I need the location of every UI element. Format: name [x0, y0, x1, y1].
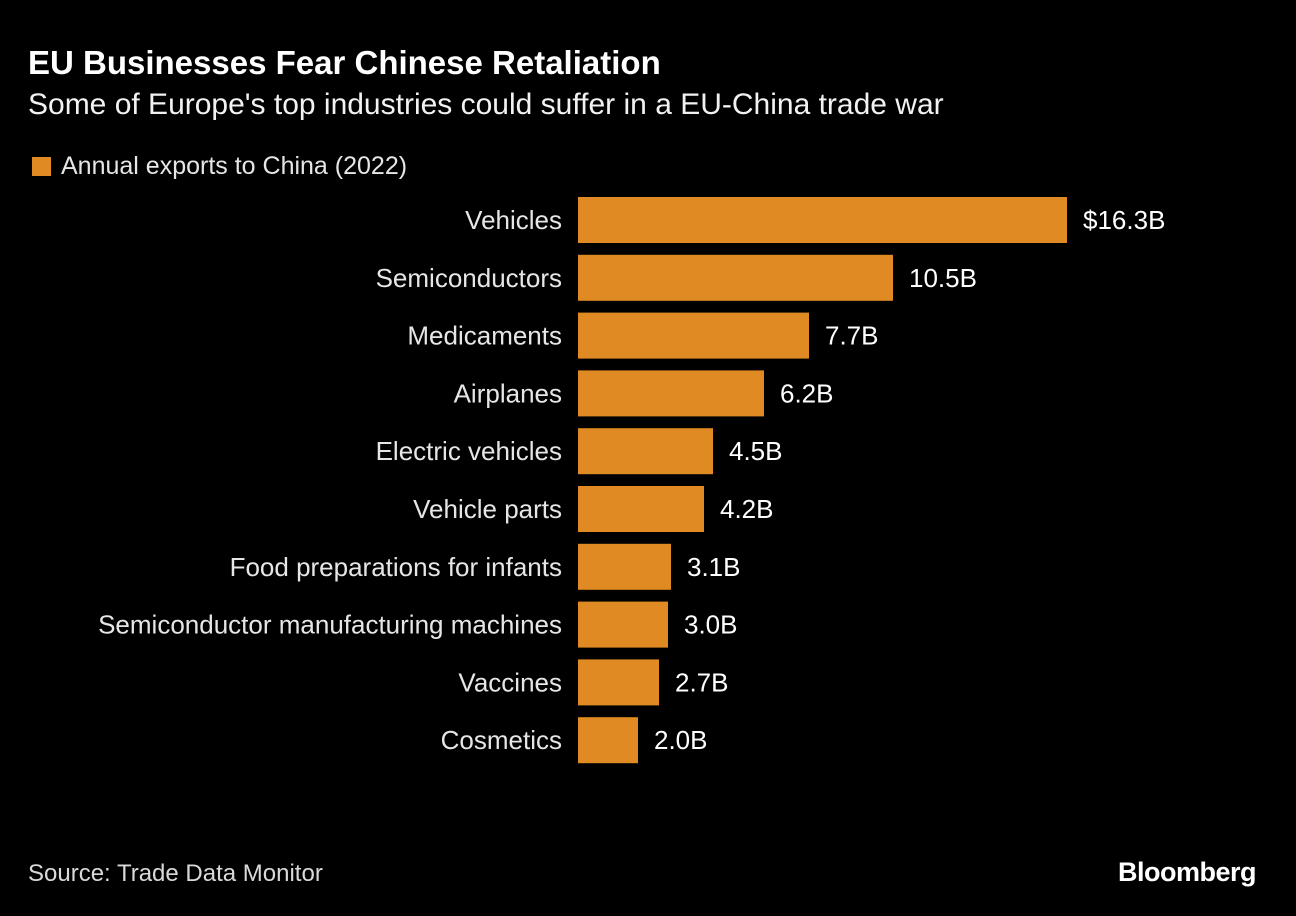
category-label: Airplanes: [454, 378, 562, 408]
value-label: 6.2B: [780, 378, 834, 408]
category-label: Semiconductors: [376, 263, 562, 293]
value-label: 2.7B: [675, 667, 729, 697]
value-label: 10.5B: [909, 263, 977, 293]
bar-7: [578, 601, 668, 648]
bar-6: [578, 543, 671, 590]
category-label: Food preparations for infants: [230, 552, 562, 582]
bar-9: [578, 717, 638, 764]
source-note: Source: Trade Data Monitor: [28, 860, 323, 887]
legend: Annual exports to China (2022): [32, 152, 407, 181]
bloomberg-logo: Bloomberg: [1117, 857, 1257, 887]
value-label: 3.1B: [687, 552, 741, 582]
value-label: 4.5B: [729, 436, 783, 466]
bar-3: [578, 370, 764, 417]
category-label: Cosmetics: [441, 725, 562, 755]
category-label: Medicaments: [407, 321, 562, 351]
category-label: Vaccines: [458, 667, 562, 697]
legend-label: Annual exports to China (2022): [61, 152, 408, 180]
value-label: 7.7B: [825, 321, 879, 351]
bar-2: [578, 312, 809, 359]
category-label: Vehicles: [465, 205, 562, 235]
bar-8: [578, 659, 659, 706]
bar-5: [578, 486, 704, 532]
value-label: $16.3B: [1083, 205, 1165, 235]
bar-4: [578, 428, 713, 475]
category-label: Vehicle parts: [413, 494, 562, 524]
bar-1: [578, 254, 893, 301]
category-label: Electric vehicles: [376, 436, 562, 466]
chart-subtitle: Some of Europe's top industries could su…: [28, 88, 944, 121]
legend-swatch: [32, 157, 51, 176]
value-label: 4.2B: [720, 494, 774, 524]
bar-0: [578, 197, 1067, 243]
category-label: Semiconductor manufacturing machines: [98, 610, 562, 640]
chart-title: EU Businesses Fear Chinese Retaliation: [28, 44, 661, 81]
value-label: 2.0B: [654, 725, 708, 755]
value-label: 3.0B: [684, 610, 738, 640]
